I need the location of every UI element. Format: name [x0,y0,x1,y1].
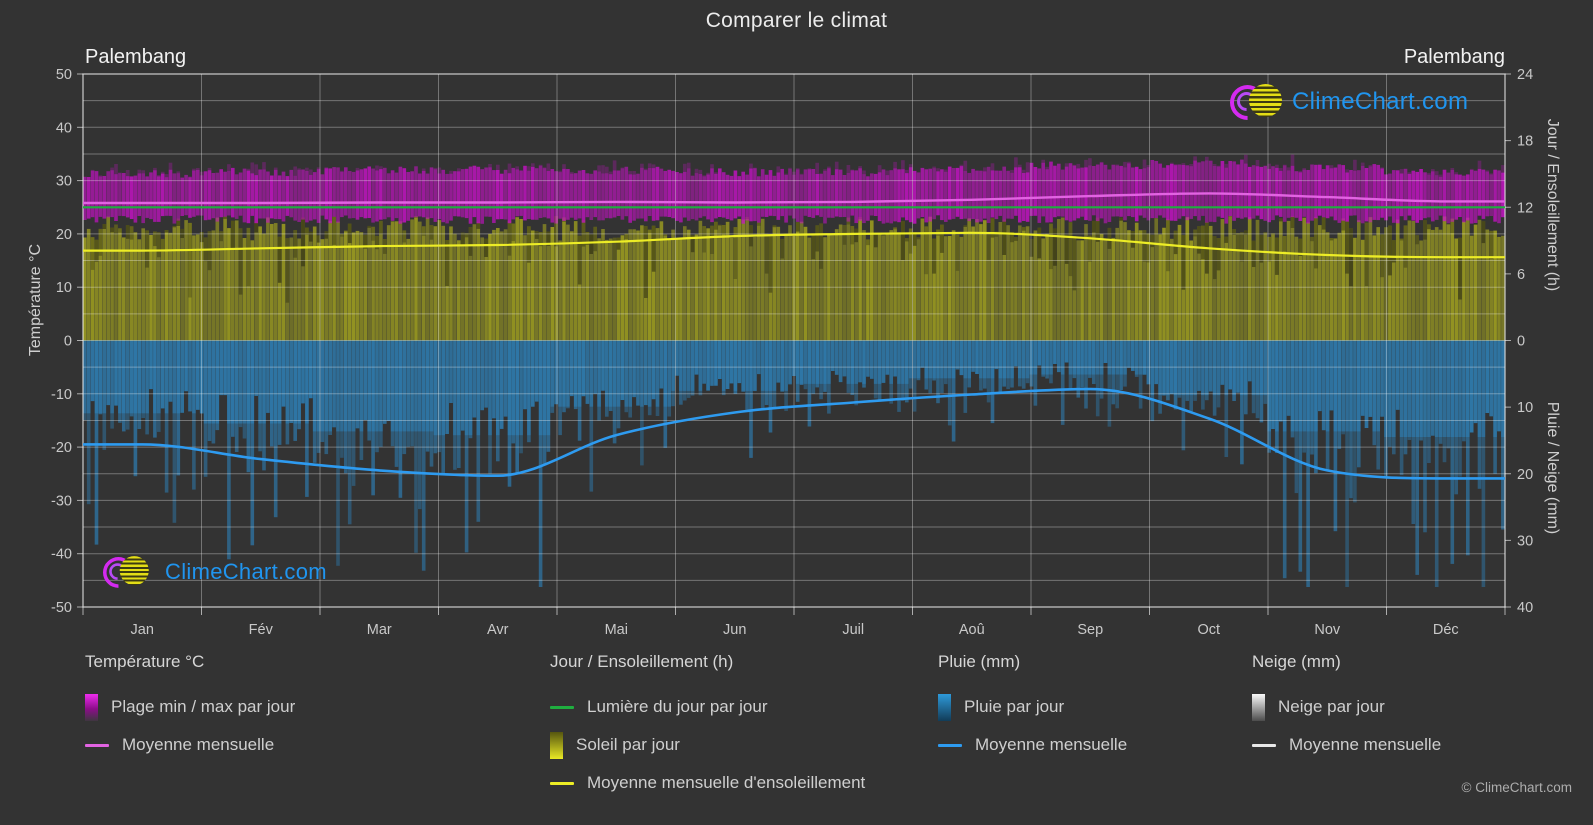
svg-text:20: 20 [56,227,72,243]
right-axis-label-sun: Jour / Ensoleillement (h) [1544,118,1561,292]
grid-lines [82,73,1506,608]
legend-item-label: Neige par jour [1278,697,1385,716]
legend-group-temperature: Température °C Plage min / max par jour … [85,652,295,764]
legend-item-label: Pluie par jour [964,697,1065,716]
svg-text:Jan: Jan [131,622,154,638]
svg-text:24: 24 [1517,67,1533,83]
legend-item-label: Soleil par jour [576,735,680,754]
sun-band-swatch [550,731,563,759]
svg-text:10: 10 [1517,400,1533,416]
location-label-right: Palembang [1403,46,1505,68]
legend-item: Moyenne mensuelle [85,726,295,764]
legend-item-label: Moyenne mensuelle [122,735,275,754]
climechart-logo-text: ClimeChart.com [165,559,327,584]
copyright-note: © ClimeChart.com [1461,780,1572,795]
daily-bars [83,154,1505,587]
legend-item: Plage min / max par jour [85,688,295,726]
page-title: Comparer le climat [705,9,888,32]
svg-text:50: 50 [56,67,72,83]
svg-text:12: 12 [1517,200,1533,216]
legend-title: Neige (mm) [1252,652,1341,671]
svg-text:-30: -30 [51,493,72,509]
legend-item-label: Moyenne mensuelle [975,735,1128,754]
right-axis-label-precip: Pluie / Neige (mm) [1544,401,1561,535]
legend-item: Moyenne mensuelle [938,726,1127,764]
climechart-logo-text: ClimeChart.com [1292,88,1469,115]
svg-text:Jun: Jun [723,622,746,638]
svg-text:40: 40 [56,120,72,136]
legend-group-rain: Pluie (mm) Pluie par jour Moyenne mensue… [938,652,1127,764]
svg-text:0: 0 [1517,334,1525,350]
svg-text:30: 30 [56,174,72,190]
svg-text:-10: -10 [51,387,72,403]
legend-item: Lumière du jour par jour [550,688,865,726]
svg-text:Déc: Déc [1433,622,1459,638]
legend-item-label: Moyenne mensuelle [1289,735,1442,754]
svg-text:Oct: Oct [1197,622,1220,638]
climate-chart-canvas: 50 40 30 20 10 0 -10 -20 -30 -40 -50 24 18 12 6 0 10 20 30… [51,67,1533,638]
svg-text:10: 10 [56,280,72,296]
svg-text:40: 40 [1517,600,1533,616]
legend-item-label: Plage min / max par jour [111,697,296,716]
legend-item: Moyenne mensuelle d'ensoleillement [550,764,865,802]
legend-title: Jour / Ensoleillement (h) [550,652,734,671]
legend-title: Température °C [85,652,205,671]
snow-mean-line-swatch [1252,743,1276,747]
snow-band-swatch [1252,693,1265,721]
svg-text:Aoû: Aoû [959,622,985,638]
temp-range-swatch [85,693,98,721]
svg-text:Sep: Sep [1077,622,1103,638]
climechart-logo-icon [1222,77,1282,128]
monthly-mean-lines [83,192,1505,480]
legend-item: Moyenne mensuelle [1252,726,1441,764]
legend-item-label: Moyenne mensuelle d'ensoleillement [587,773,866,792]
svg-text:Mar: Mar [367,622,392,638]
svg-text:20: 20 [1517,467,1533,483]
temp-mean-line-swatch [85,743,109,747]
svg-text:Juil: Juil [842,622,864,638]
legend-group-snow: Neige (mm) Neige par jour Moyenne mensue… [1252,652,1441,764]
climechart-logo-top[interactable]: ClimeChart.com [1222,77,1469,128]
rain-mean-line-swatch [938,743,962,747]
rain-band-swatch [938,693,951,721]
legend-group-sun: Jour / Ensoleillement (h) Lumière du jou… [550,652,865,802]
location-label-left: Palembang [85,46,187,68]
climechart-logo-bottom[interactable]: ClimeChart.com [96,550,327,595]
svg-text:6: 6 [1517,267,1525,283]
svg-text:Nov: Nov [1314,622,1341,638]
climate-chart: 50 40 30 20 10 0 -10 -20 -30 -40 -50 24 18 12 6 0 10 20 30… [51,67,1533,638]
svg-text:Avr: Avr [487,622,509,638]
svg-text:0: 0 [64,334,72,350]
left-axis-label: Température °C [27,243,44,357]
svg-text:-40: -40 [51,547,72,563]
daylight-line-swatch [550,705,574,709]
svg-text:-20: -20 [51,440,72,456]
axis-ticks-and-labels: 50 40 30 20 10 0 -10 -20 -30 -40 -50 24 18 12 6 0 10 20 30… [51,67,1533,638]
svg-text:18: 18 [1517,134,1533,150]
legend-item-label: Lumière du jour par jour [587,697,768,716]
svg-text:-50: -50 [51,600,72,616]
svg-text:Fév: Fév [249,622,274,638]
sun-mean-line-swatch [550,781,574,785]
legend-item: Soleil par jour [550,726,865,764]
legend-item: Pluie par jour [938,688,1127,726]
legend-item: Neige par jour [1252,688,1441,726]
legend-title: Pluie (mm) [938,652,1021,671]
svg-text:Mai: Mai [605,622,628,638]
svg-text:30: 30 [1517,533,1533,549]
climechart-logo-icon [96,550,149,595]
